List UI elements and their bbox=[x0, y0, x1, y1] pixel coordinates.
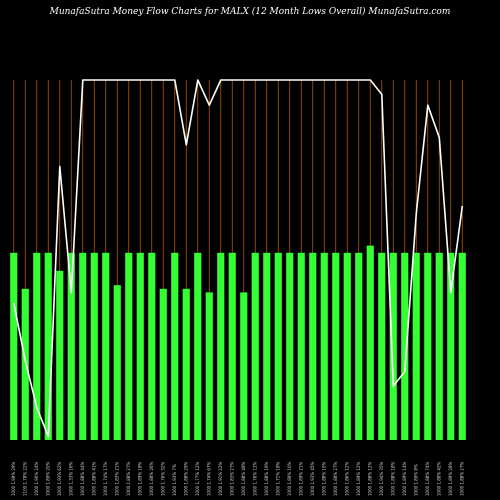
bar bbox=[159, 288, 167, 440]
bar bbox=[263, 252, 271, 440]
bar bbox=[309, 252, 317, 440]
x-tick-label: 1000 1.88% 10% bbox=[321, 461, 326, 496]
bar bbox=[412, 252, 420, 440]
line-series bbox=[13, 79, 464, 438]
money-flow-line bbox=[13, 79, 464, 438]
chart-title: MunafaSutra Money Flow Charts for MALX (… bbox=[49, 6, 451, 17]
bar bbox=[228, 252, 236, 440]
x-tick-label: 1000 1.89% 8% bbox=[413, 464, 418, 496]
x-tick-label: 1000 1.83% 21% bbox=[114, 461, 119, 496]
bar bbox=[194, 252, 202, 440]
bar bbox=[90, 252, 98, 440]
x-tick-label: 1000 1.77% 12% bbox=[195, 461, 200, 496]
x-tick-label: 1000 1.89% 21% bbox=[298, 461, 303, 496]
x-tick-label: 1000 1.89% 28% bbox=[448, 461, 453, 496]
x-tick-label: 1000 1.88% 41% bbox=[91, 461, 96, 496]
x-tick-label: 1000 1.89% 14% bbox=[402, 461, 407, 496]
x-tick-label: 1000 1.88% 27% bbox=[126, 461, 131, 496]
x-tick-label: 1000 1.33% 16% bbox=[68, 461, 73, 496]
bar bbox=[56, 270, 64, 440]
x-tick-label: 1000 1.93% 45% bbox=[310, 461, 315, 496]
x-tick-label: 1000 1.90% 24% bbox=[34, 461, 39, 496]
x-tick-label: 1000 1.89% 18% bbox=[137, 461, 142, 496]
bar-series bbox=[10, 245, 466, 440]
bar bbox=[378, 252, 386, 440]
x-tick-label: 1000 1.74% 17% bbox=[103, 461, 108, 496]
bar bbox=[182, 288, 190, 440]
bar bbox=[217, 252, 225, 440]
x-tick-label: 1000 1.94% 35% bbox=[379, 461, 384, 496]
x-tick-label: 1000 1.86% 12% bbox=[344, 461, 349, 496]
bar bbox=[44, 252, 52, 440]
bar bbox=[355, 252, 363, 440]
bar bbox=[401, 252, 409, 440]
x-tick-label: 1000 1.88% 49% bbox=[241, 461, 246, 496]
x-tick-label: 1000 1.88% 27% bbox=[333, 461, 338, 496]
bar bbox=[171, 252, 179, 440]
x-tick-label: 1000 1.88% 44% bbox=[80, 461, 85, 496]
bar bbox=[10, 252, 18, 440]
x-tick-label: 1000 1.71% 18% bbox=[275, 461, 280, 496]
x-tick-label: 1000 1.99% 29% bbox=[11, 461, 16, 496]
bar bbox=[79, 252, 87, 440]
bar bbox=[136, 252, 144, 440]
bar bbox=[435, 252, 443, 440]
x-tick-label: 1100 1.78% 22% bbox=[22, 461, 27, 496]
x-tick-label: 1000 1.91% 22% bbox=[218, 461, 223, 496]
bar bbox=[33, 252, 41, 440]
x-tick-label: 1000 1.88% 42% bbox=[436, 461, 441, 496]
bar bbox=[320, 252, 328, 440]
bar bbox=[458, 252, 466, 440]
x-tick-label: 1000 1.88% 29% bbox=[183, 461, 188, 496]
x-tick-label: 1000 1.88% 74% bbox=[425, 461, 430, 496]
x-tick-label: 1000 1.89% 10% bbox=[287, 461, 292, 496]
bar bbox=[332, 252, 340, 440]
bar bbox=[389, 252, 397, 440]
x-tick-label: 1000 1.76% 32% bbox=[160, 461, 165, 496]
bar bbox=[424, 252, 432, 440]
x-tick-label: 1000 1.89% 12% bbox=[356, 461, 361, 496]
x-tick-label: 1000 1.88% 18% bbox=[390, 461, 395, 496]
x-tick-label: 1000 1.93% 7% bbox=[172, 464, 177, 496]
x-tick-label: 1000 1.74% 67% bbox=[206, 461, 211, 496]
bar bbox=[286, 252, 294, 440]
bar bbox=[297, 252, 305, 440]
bar bbox=[366, 245, 374, 440]
x-tick-label: 1000 1.93% 62% bbox=[57, 461, 62, 496]
bar bbox=[205, 292, 213, 440]
bar bbox=[102, 252, 110, 440]
x-tick-label: 1000 1.89% 20% bbox=[45, 461, 50, 496]
bar bbox=[251, 252, 259, 440]
x-tick-label: 1000 1.88% 19% bbox=[264, 461, 269, 496]
bar bbox=[125, 252, 133, 440]
x-tick-label: 1000 1.88% 26% bbox=[149, 461, 154, 496]
x-tick-label: 1000 1.88% 12% bbox=[367, 461, 372, 496]
bar bbox=[67, 252, 75, 440]
bar bbox=[240, 292, 248, 440]
bar bbox=[113, 285, 121, 440]
bar bbox=[343, 252, 351, 440]
bar bbox=[274, 252, 282, 440]
bar bbox=[447, 252, 455, 440]
x-tick-label: 1000 1.76% 12% bbox=[252, 461, 257, 496]
bar bbox=[148, 252, 156, 440]
x-tick-label: 1000 1.88% 27% bbox=[459, 461, 464, 496]
x-tick-label: 1000 1.83% 27% bbox=[229, 461, 234, 496]
x-tick-labels: 1000 1.99% 29% 1100 1.78% 22% 1000 1.90% 2… bbox=[11, 461, 465, 496]
bar bbox=[21, 288, 29, 440]
